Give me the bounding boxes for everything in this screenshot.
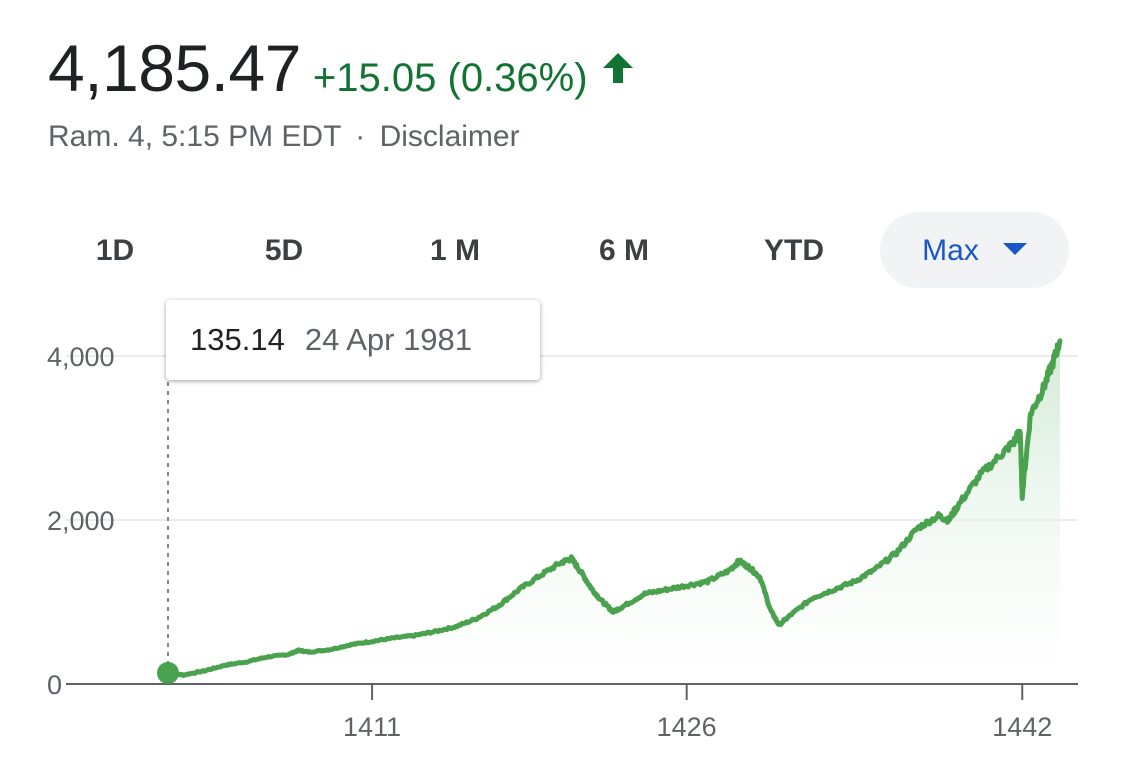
tab-5d[interactable]: 5D	[264, 234, 304, 268]
quote-header: 4,185.47 +15.05 (0.36%)	[48, 30, 636, 110]
y-tick-label: 0	[47, 670, 62, 700]
series-area	[168, 340, 1060, 684]
tab-ytd[interactable]: YTD	[764, 234, 824, 268]
range-tabs: 1D 5D 1 M 6 M YTD Max	[0, 212, 1125, 288]
tab-6m[interactable]: 6 M	[598, 234, 649, 268]
tab-1m[interactable]: 1 M	[429, 234, 480, 268]
chart-tooltip: 135.14 24 Apr 1981	[166, 300, 540, 380]
tooltip-date: 24 Apr 1981	[304, 322, 473, 357]
x-axis-ticks: 1411 1426 1442	[343, 684, 1052, 742]
quote-timestamp: Ram. 4, 5:15 PM EDT	[48, 120, 341, 153]
price-change: +15.05 (0.36%)	[312, 56, 588, 100]
meta-separator: ·	[355, 120, 366, 153]
x-tick-label: 1411	[343, 712, 401, 742]
tab-max-label: Max	[922, 234, 979, 268]
y-axis-ticks: 0 2,000 4,000	[47, 342, 115, 700]
y-tick-label: 4,000	[47, 342, 115, 372]
disclaimer-link[interactable]: Disclaimer	[379, 120, 520, 153]
x-tick-label: 1426	[657, 712, 717, 742]
hover-marker	[157, 661, 179, 684]
chart-grid	[66, 355, 1078, 521]
dropdown-caret-icon	[1002, 243, 1027, 256]
tab-max[interactable]: Max	[880, 212, 1069, 288]
arrow-up-icon	[602, 53, 633, 83]
current-price: 4,185.47	[48, 31, 301, 105]
tooltip-value: 135.14	[190, 322, 285, 357]
tab-1d[interactable]: 1D	[95, 234, 135, 268]
series-line	[165, 338, 1063, 678]
x-tick-label: 1442	[992, 712, 1052, 742]
quote-meta: Ram. 4, 5:15 PM EDT · Disclaimer	[48, 120, 520, 154]
y-tick-label: 2,000	[47, 506, 115, 536]
